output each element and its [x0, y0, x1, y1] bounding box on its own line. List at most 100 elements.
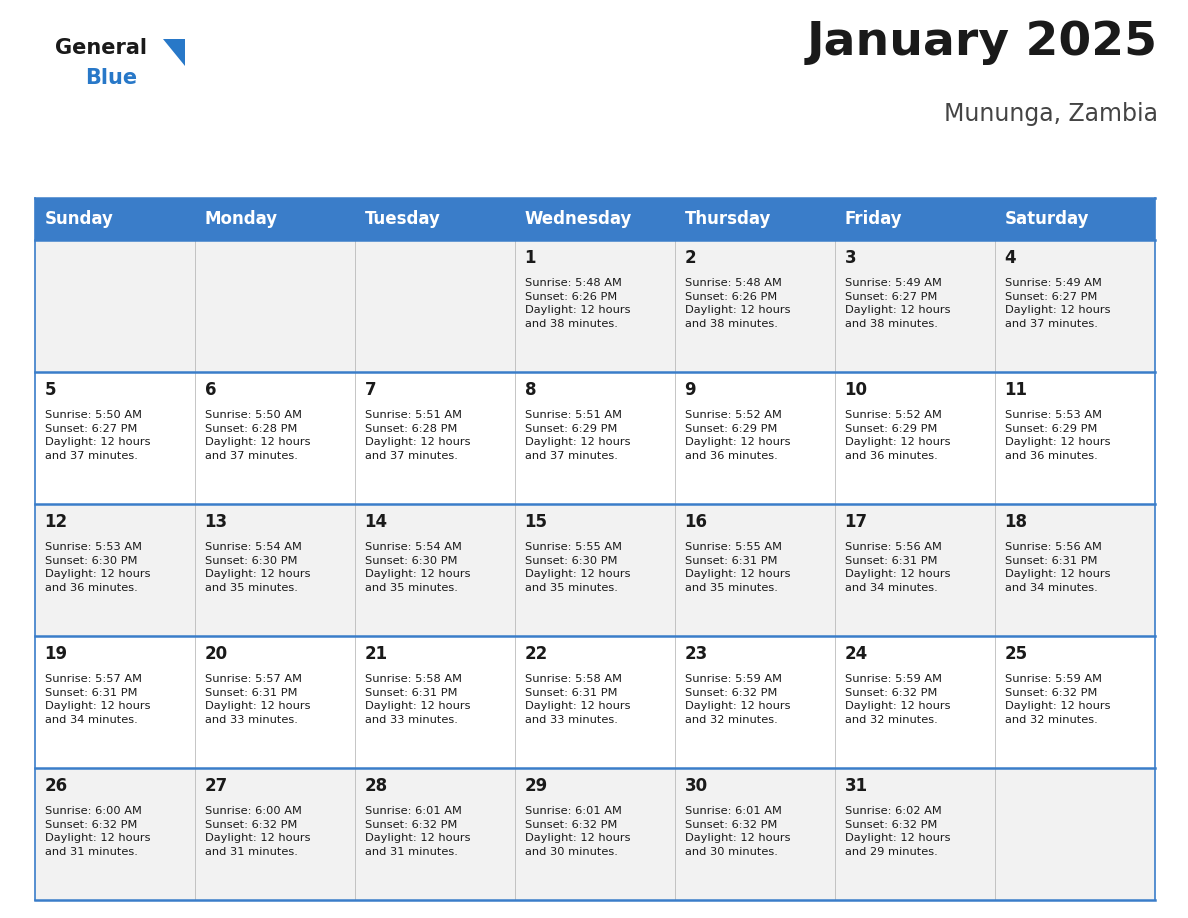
Text: Sunrise: 5:52 AM
Sunset: 6:29 PM
Daylight: 12 hours
and 36 minutes.: Sunrise: 5:52 AM Sunset: 6:29 PM Dayligh…: [845, 410, 950, 461]
Text: Sunrise: 5:55 AM
Sunset: 6:31 PM
Daylight: 12 hours
and 35 minutes.: Sunrise: 5:55 AM Sunset: 6:31 PM Dayligh…: [684, 543, 790, 593]
Text: Sunrise: 5:57 AM
Sunset: 6:31 PM
Daylight: 12 hours
and 34 minutes.: Sunrise: 5:57 AM Sunset: 6:31 PM Dayligh…: [45, 675, 150, 725]
Text: Sunrise: 5:59 AM
Sunset: 6:32 PM
Daylight: 12 hours
and 32 minutes.: Sunrise: 5:59 AM Sunset: 6:32 PM Dayligh…: [1005, 675, 1110, 725]
Text: Sunrise: 5:51 AM
Sunset: 6:28 PM
Daylight: 12 hours
and 37 minutes.: Sunrise: 5:51 AM Sunset: 6:28 PM Dayligh…: [365, 410, 470, 461]
Text: 17: 17: [845, 513, 867, 532]
Bar: [835, 504, 996, 636]
Bar: [835, 240, 996, 372]
Bar: [195, 372, 355, 504]
Bar: [355, 504, 516, 636]
Bar: [675, 768, 835, 900]
Text: 1: 1: [525, 250, 536, 267]
Bar: [675, 240, 835, 372]
Text: Sunrise: 5:59 AM
Sunset: 6:32 PM
Daylight: 12 hours
and 32 minutes.: Sunrise: 5:59 AM Sunset: 6:32 PM Dayligh…: [684, 675, 790, 725]
Text: 30: 30: [684, 778, 708, 795]
Text: 20: 20: [204, 645, 228, 663]
Text: Sunrise: 5:56 AM
Sunset: 6:31 PM
Daylight: 12 hours
and 34 minutes.: Sunrise: 5:56 AM Sunset: 6:31 PM Dayligh…: [1005, 543, 1110, 593]
Text: 16: 16: [684, 513, 708, 532]
Text: 18: 18: [1005, 513, 1028, 532]
Bar: [996, 636, 1155, 768]
Text: Sunrise: 5:53 AM
Sunset: 6:30 PM
Daylight: 12 hours
and 36 minutes.: Sunrise: 5:53 AM Sunset: 6:30 PM Dayligh…: [45, 543, 150, 593]
Text: 21: 21: [365, 645, 387, 663]
Bar: [835, 768, 996, 900]
Text: 22: 22: [525, 645, 548, 663]
Text: Blue: Blue: [86, 68, 137, 88]
Text: Sunrise: 5:58 AM
Sunset: 6:31 PM
Daylight: 12 hours
and 33 minutes.: Sunrise: 5:58 AM Sunset: 6:31 PM Dayligh…: [365, 675, 470, 725]
Text: Thursday: Thursday: [684, 210, 771, 228]
Text: Sunrise: 5:49 AM
Sunset: 6:27 PM
Daylight: 12 hours
and 37 minutes.: Sunrise: 5:49 AM Sunset: 6:27 PM Dayligh…: [1005, 278, 1110, 329]
Text: Sunrise: 5:54 AM
Sunset: 6:30 PM
Daylight: 12 hours
and 35 minutes.: Sunrise: 5:54 AM Sunset: 6:30 PM Dayligh…: [365, 543, 470, 593]
Text: Mununga, Zambia: Mununga, Zambia: [944, 102, 1158, 126]
Text: 15: 15: [525, 513, 548, 532]
Bar: [355, 198, 516, 240]
Bar: [996, 504, 1155, 636]
Text: 25: 25: [1005, 645, 1028, 663]
Bar: [195, 240, 355, 372]
Text: 13: 13: [204, 513, 228, 532]
Text: Sunrise: 5:52 AM
Sunset: 6:29 PM
Daylight: 12 hours
and 36 minutes.: Sunrise: 5:52 AM Sunset: 6:29 PM Dayligh…: [684, 410, 790, 461]
Text: Monday: Monday: [204, 210, 278, 228]
Text: Sunrise: 5:56 AM
Sunset: 6:31 PM
Daylight: 12 hours
and 34 minutes.: Sunrise: 5:56 AM Sunset: 6:31 PM Dayligh…: [845, 543, 950, 593]
Bar: [996, 768, 1155, 900]
Text: Sunday: Sunday: [45, 210, 114, 228]
Bar: [675, 636, 835, 768]
Text: Sunrise: 6:01 AM
Sunset: 6:32 PM
Daylight: 12 hours
and 30 minutes.: Sunrise: 6:01 AM Sunset: 6:32 PM Dayligh…: [684, 806, 790, 857]
Bar: [34, 768, 195, 900]
Bar: [996, 372, 1155, 504]
Text: Sunrise: 6:00 AM
Sunset: 6:32 PM
Daylight: 12 hours
and 31 minutes.: Sunrise: 6:00 AM Sunset: 6:32 PM Dayligh…: [204, 806, 310, 857]
Text: Friday: Friday: [845, 210, 902, 228]
Bar: [996, 240, 1155, 372]
Text: Sunrise: 5:50 AM
Sunset: 6:27 PM
Daylight: 12 hours
and 37 minutes.: Sunrise: 5:50 AM Sunset: 6:27 PM Dayligh…: [45, 410, 150, 461]
Text: Sunrise: 5:54 AM
Sunset: 6:30 PM
Daylight: 12 hours
and 35 minutes.: Sunrise: 5:54 AM Sunset: 6:30 PM Dayligh…: [204, 543, 310, 593]
Bar: [34, 240, 195, 372]
Bar: [355, 372, 516, 504]
Text: 26: 26: [45, 778, 68, 795]
Text: Sunrise: 5:49 AM
Sunset: 6:27 PM
Daylight: 12 hours
and 38 minutes.: Sunrise: 5:49 AM Sunset: 6:27 PM Dayligh…: [845, 278, 950, 329]
Text: Sunrise: 6:02 AM
Sunset: 6:32 PM
Daylight: 12 hours
and 29 minutes.: Sunrise: 6:02 AM Sunset: 6:32 PM Dayligh…: [845, 806, 950, 857]
Text: 6: 6: [204, 381, 216, 399]
Text: 3: 3: [845, 250, 857, 267]
Bar: [34, 504, 195, 636]
Text: 31: 31: [845, 778, 867, 795]
Text: Sunrise: 5:51 AM
Sunset: 6:29 PM
Daylight: 12 hours
and 37 minutes.: Sunrise: 5:51 AM Sunset: 6:29 PM Dayligh…: [525, 410, 630, 461]
Bar: [835, 198, 996, 240]
Bar: [34, 372, 195, 504]
Bar: [996, 198, 1155, 240]
Text: 19: 19: [45, 645, 68, 663]
Text: 14: 14: [365, 513, 387, 532]
Bar: [675, 504, 835, 636]
Bar: [675, 372, 835, 504]
Text: 28: 28: [365, 778, 387, 795]
Text: Sunrise: 5:58 AM
Sunset: 6:31 PM
Daylight: 12 hours
and 33 minutes.: Sunrise: 5:58 AM Sunset: 6:31 PM Dayligh…: [525, 675, 630, 725]
Text: Sunrise: 5:48 AM
Sunset: 6:26 PM
Daylight: 12 hours
and 38 minutes.: Sunrise: 5:48 AM Sunset: 6:26 PM Dayligh…: [525, 278, 630, 329]
Text: 4: 4: [1005, 250, 1016, 267]
Bar: [516, 372, 675, 504]
Bar: [355, 240, 516, 372]
Bar: [355, 768, 516, 900]
Bar: [516, 636, 675, 768]
Bar: [835, 636, 996, 768]
Bar: [34, 636, 195, 768]
Text: Sunrise: 5:48 AM
Sunset: 6:26 PM
Daylight: 12 hours
and 38 minutes.: Sunrise: 5:48 AM Sunset: 6:26 PM Dayligh…: [684, 278, 790, 329]
Bar: [516, 504, 675, 636]
Text: Sunrise: 5:59 AM
Sunset: 6:32 PM
Daylight: 12 hours
and 32 minutes.: Sunrise: 5:59 AM Sunset: 6:32 PM Dayligh…: [845, 675, 950, 725]
Text: 5: 5: [45, 381, 56, 399]
Text: 7: 7: [365, 381, 377, 399]
Bar: [34, 198, 195, 240]
Text: 29: 29: [525, 778, 548, 795]
Bar: [355, 636, 516, 768]
Text: Sunrise: 5:57 AM
Sunset: 6:31 PM
Daylight: 12 hours
and 33 minutes.: Sunrise: 5:57 AM Sunset: 6:31 PM Dayligh…: [204, 675, 310, 725]
Text: Sunrise: 5:55 AM
Sunset: 6:30 PM
Daylight: 12 hours
and 35 minutes.: Sunrise: 5:55 AM Sunset: 6:30 PM Dayligh…: [525, 543, 630, 593]
Polygon shape: [163, 39, 185, 66]
Text: Tuesday: Tuesday: [365, 210, 441, 228]
Text: Sunrise: 6:00 AM
Sunset: 6:32 PM
Daylight: 12 hours
and 31 minutes.: Sunrise: 6:00 AM Sunset: 6:32 PM Dayligh…: [45, 806, 150, 857]
Bar: [675, 198, 835, 240]
Text: 24: 24: [845, 645, 868, 663]
Bar: [516, 768, 675, 900]
Text: General: General: [55, 38, 147, 58]
Text: Sunrise: 6:01 AM
Sunset: 6:32 PM
Daylight: 12 hours
and 31 minutes.: Sunrise: 6:01 AM Sunset: 6:32 PM Dayligh…: [365, 806, 470, 857]
Text: 10: 10: [845, 381, 867, 399]
Text: 9: 9: [684, 381, 696, 399]
Bar: [195, 198, 355, 240]
Bar: [516, 240, 675, 372]
Text: 2: 2: [684, 250, 696, 267]
